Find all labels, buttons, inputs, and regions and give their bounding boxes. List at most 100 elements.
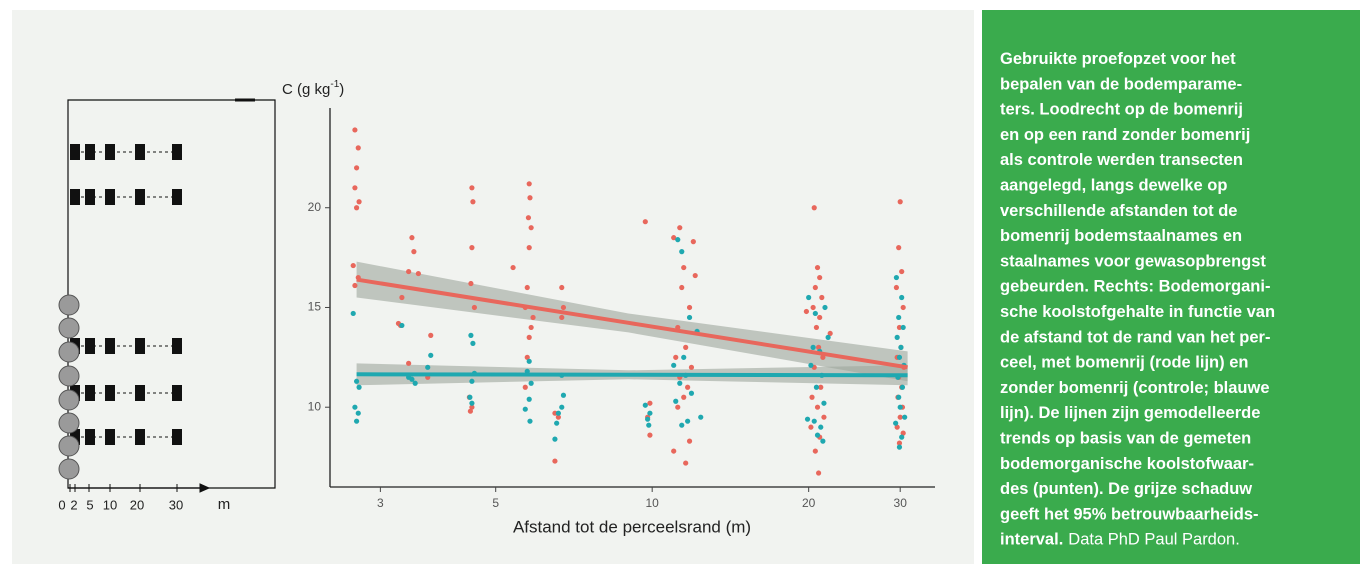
data-point	[470, 199, 476, 205]
caption-text: Gebruikte proefopzet voor het	[1000, 50, 1236, 68]
caption-line: aangelegd, langs dewelke op	[1000, 177, 1227, 195]
sample-plot	[172, 338, 182, 354]
sample-plot	[135, 189, 145, 205]
caption-line: sche koolstofgehalte in functie van	[1000, 303, 1275, 321]
data-point	[469, 404, 475, 410]
data-point	[671, 235, 677, 241]
data-point	[399, 322, 405, 329]
data-point	[552, 436, 558, 442]
data-point	[698, 414, 704, 420]
data-point	[412, 380, 418, 386]
data-point	[902, 414, 908, 420]
caption-text: als controle werden transecten	[1000, 152, 1243, 170]
sample-plot	[135, 144, 145, 160]
schematic	[58, 98, 276, 493]
data-point	[530, 314, 536, 321]
data-point	[526, 358, 532, 364]
caption-text: de afstand tot de rand van het per-	[1000, 329, 1270, 347]
data-point	[528, 324, 534, 331]
caption-text: sche koolstofgehalte in functie van	[1000, 303, 1275, 321]
data-point	[647, 400, 653, 406]
data-point	[894, 424, 900, 430]
data-point	[819, 294, 825, 301]
distance-label: 20	[130, 497, 144, 512]
data-point	[677, 225, 683, 231]
data-point	[900, 430, 906, 436]
data-point	[528, 225, 534, 231]
y-tick-label: 10	[308, 399, 322, 413]
y-axis-label: C (g kg-1)	[282, 79, 344, 98]
data-point	[814, 264, 821, 271]
data-point	[552, 458, 558, 464]
tree	[58, 389, 80, 411]
data-point	[818, 384, 824, 390]
data-point	[647, 432, 653, 438]
x-tick-label: 20	[802, 496, 816, 510]
caption-line: ceel, met bomenrij (rode lijn) en	[1000, 354, 1248, 372]
tree	[58, 458, 80, 480]
data-point	[415, 270, 421, 277]
data-point	[428, 332, 434, 338]
y-label-base: C (g kg	[282, 81, 330, 98]
data-point	[399, 294, 405, 301]
data-point	[809, 394, 815, 400]
data-point	[356, 199, 362, 205]
data-point	[817, 274, 823, 281]
data-point	[560, 392, 567, 398]
data-point	[555, 410, 561, 416]
caption-text: lijn). De lijnen zijn gemodelleerde	[1000, 405, 1260, 423]
data-point	[671, 362, 677, 368]
data-point	[893, 284, 900, 291]
data-point	[683, 344, 689, 350]
sample-plot	[105, 385, 115, 401]
data-point	[820, 438, 826, 444]
data-point	[692, 272, 698, 279]
data-point	[898, 344, 904, 350]
caption-text: ters. Loodrecht op de bomenrij	[1000, 101, 1243, 119]
data-point	[469, 245, 475, 251]
sample-plot	[172, 429, 182, 445]
y-tick-label: 15	[308, 300, 322, 314]
data-point	[683, 460, 689, 466]
data-point	[554, 420, 560, 426]
caption-line: zonder bomenrij (controle; blauwe	[1000, 379, 1270, 397]
caption-text: gebeurden. Rechts: Bodemorgani-	[1000, 278, 1270, 296]
tree	[58, 317, 80, 339]
data-point	[808, 362, 814, 368]
data-point	[811, 205, 817, 211]
data-point	[555, 414, 561, 420]
data-point	[813, 384, 820, 390]
data-point	[896, 324, 903, 331]
caption-line: lijn). De lijnen zijn gemodelleerde	[1000, 405, 1260, 423]
data-point	[814, 404, 821, 410]
caption-text: en op een rand zonder bomenrij	[1000, 126, 1250, 144]
data-point	[686, 304, 693, 311]
tree	[58, 435, 80, 457]
x-tick-label: 30	[894, 496, 908, 510]
data-point	[681, 354, 687, 360]
data-point	[896, 245, 902, 251]
data-point	[559, 314, 565, 321]
data-point	[675, 404, 681, 410]
data-point	[522, 384, 528, 390]
data-point	[642, 219, 648, 225]
distance-label: 10	[103, 497, 117, 512]
data-point	[896, 440, 903, 446]
data-point	[686, 438, 693, 444]
data-point	[822, 304, 828, 311]
sample-plot	[135, 429, 145, 445]
caption-text: geeft het 95% betrouwbaarheids-	[1000, 506, 1259, 524]
caption-text: interval.	[1000, 531, 1063, 549]
data-point	[681, 264, 687, 271]
caption-text: bodemorganische koolstofwaar-	[1000, 455, 1254, 473]
caption-line: trends op basis van de gemeten	[1000, 430, 1251, 448]
sample-plot	[105, 189, 115, 205]
data-point	[559, 404, 565, 410]
data-point	[686, 314, 693, 321]
data-point	[681, 394, 687, 400]
caption-line: verschillende afstanden tot de	[1000, 202, 1237, 220]
data-point	[690, 239, 696, 245]
data-point	[679, 284, 685, 291]
data-point	[468, 280, 474, 287]
